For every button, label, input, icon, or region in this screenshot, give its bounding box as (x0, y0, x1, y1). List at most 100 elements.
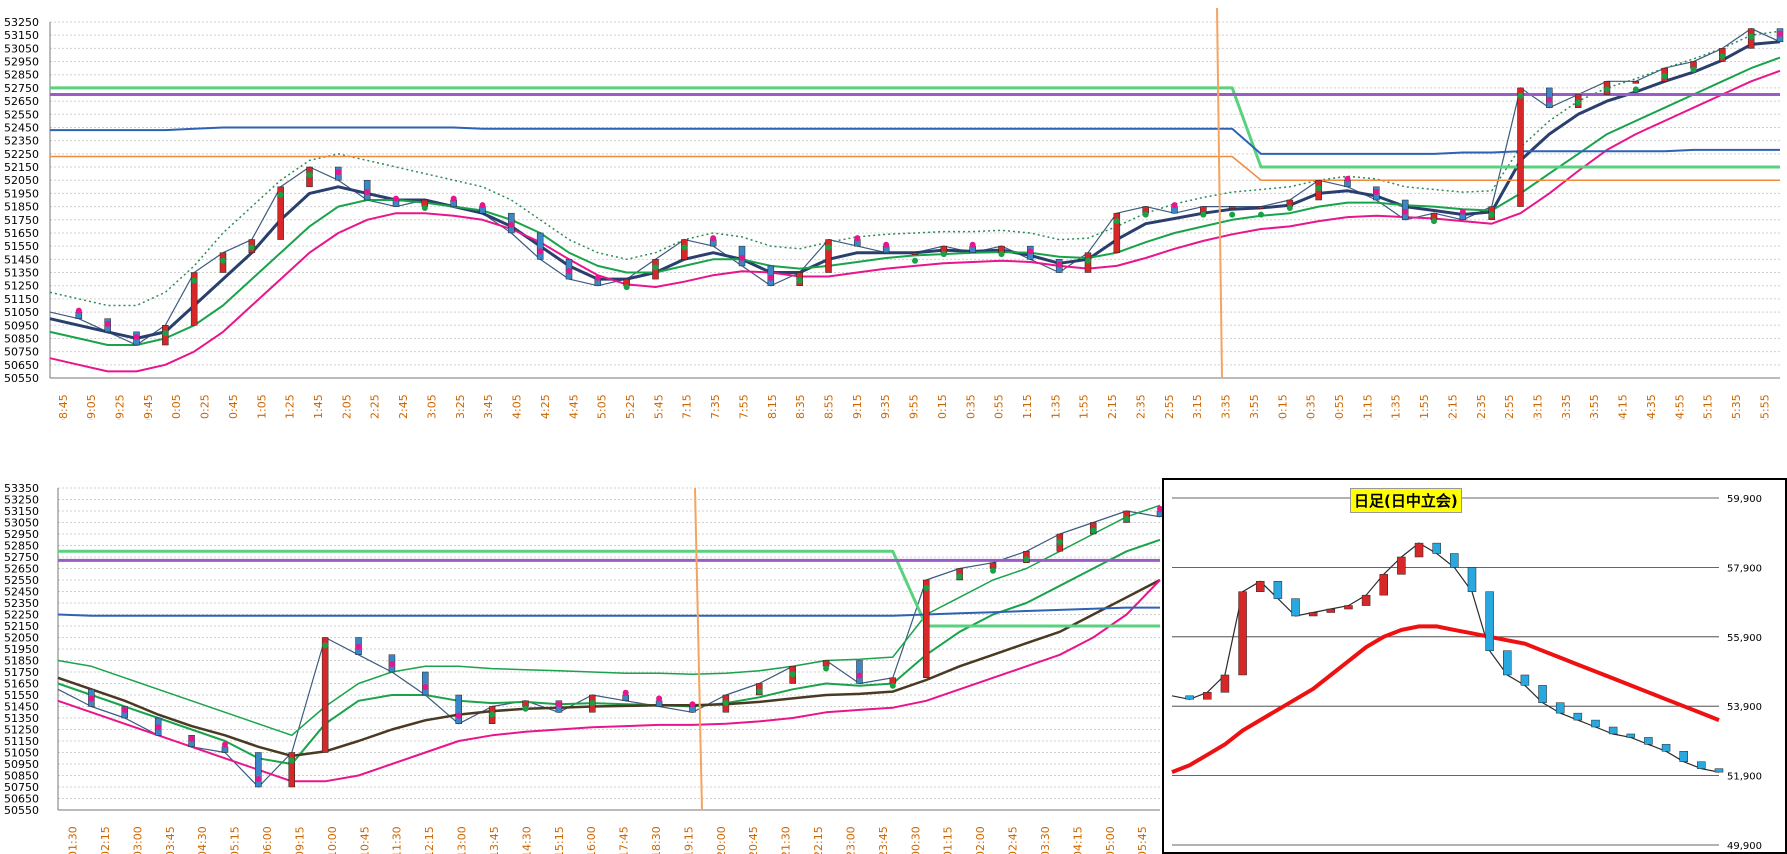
bot-x-tick-label: 02:45 (1007, 826, 1020, 854)
top-x-tick-label: 01:35 (1390, 394, 1403, 420)
top-series-line-8 (50, 155, 1780, 181)
top-x-tick-label: 04:55 (1673, 394, 1686, 420)
bot-candle (221, 746, 229, 753)
top-x-tick-label: 23:35 (1220, 394, 1233, 420)
top-session-divider (1216, 7, 1223, 379)
bot-signal-dot (422, 684, 429, 690)
top-candle (825, 239, 832, 273)
bot-y-tick-label: 53050 (4, 517, 39, 530)
bot-signal-dot (155, 724, 162, 731)
bot-x-tick-label: 11:30 (391, 826, 404, 854)
top-y-tick-label: 52150 (4, 161, 39, 174)
top-signal-dot (133, 334, 140, 341)
bot-y-tick-label: 52550 (4, 574, 39, 587)
top-x-tick-label: 01:15 (1361, 394, 1374, 420)
top-x-tick-label: 01:55 (1418, 394, 1431, 420)
top-signal-dot (220, 257, 226, 264)
top-y-tick-label: 52850 (4, 69, 39, 82)
bot-signal-dot (956, 573, 963, 580)
top-x-tick-label: 17:15 (681, 394, 694, 420)
top-signal-dot (652, 264, 659, 271)
bot-series-line-7 (57, 606, 1160, 617)
bot-y-tick-label: 52350 (4, 597, 39, 610)
top-y-tick-label: 52450 (4, 121, 39, 134)
bot-x-tick-label: 18:30 (650, 826, 663, 854)
bot-y-tick-label: 50550 (4, 804, 39, 817)
bot-y-tick-label: 51150 (4, 735, 39, 748)
top-signal-dot (479, 202, 486, 209)
daily-series-line-0 (1171, 542, 1720, 773)
daily-candle (1450, 553, 1459, 568)
top-signal-dot (1085, 257, 1091, 264)
bot-y-tick-label: 50850 (4, 770, 39, 783)
bot-y-tick-label: 50750 (4, 781, 39, 794)
bot-signal-dot (322, 642, 329, 649)
bot-candle (321, 637, 329, 753)
top-signal-dot (162, 330, 169, 337)
top-signal-dot (1546, 96, 1553, 103)
bot-signal-dot (722, 700, 729, 706)
bot-series-line-5 (58, 549, 1160, 628)
intraday-15min-svg: 5335053250531505305052950528505275052650… (4, 482, 1162, 854)
top-candle (911, 252, 919, 255)
bot-y-tick-label: 51750 (4, 666, 39, 679)
bot-x-tick-label: 20:45 (747, 826, 760, 854)
bot-signal-dot (789, 671, 796, 678)
daily-candle (1520, 674, 1530, 686)
daily-candle (1503, 650, 1512, 676)
bot-y-tick-label: 51350 (4, 712, 39, 725)
top-x-tick-label: 12:45 (397, 394, 410, 420)
daily-candle (1414, 542, 1424, 558)
top-series-line-7 (50, 126, 1780, 155)
top-y-tick-label: 51650 (4, 227, 39, 240)
bot-y-tick-label: 52150 (4, 620, 39, 633)
bot-signal-dot (589, 700, 596, 706)
bot-x-tick-label: 19:15 (682, 826, 695, 854)
bot-x-tick-label: 10:45 (358, 826, 371, 854)
bot-y-tick-label: 53250 (4, 494, 39, 507)
top-x-tick-label: 20:35 (964, 394, 977, 420)
top-x-tick-label: 19:35 (879, 394, 892, 420)
top-x-tick-label: 14:25 (539, 394, 552, 420)
top-y-tick-label: 50650 (4, 359, 39, 372)
top-signal-dot (1632, 86, 1639, 93)
bot-signal-dot (221, 741, 228, 748)
daily-candle (1203, 692, 1212, 700)
top-x-tick-label: 18:35 (794, 394, 807, 420)
bot-series-line-3 (57, 504, 1161, 737)
top-signal-dot (998, 251, 1005, 258)
top-signal-dot (1748, 33, 1755, 40)
top-x-tick-label: 22:35 (1134, 394, 1147, 420)
top-x-tick-label: 13:25 (454, 394, 467, 420)
top-x-tick-label: 02:55 (1503, 394, 1516, 420)
top-signal-dot (75, 307, 82, 314)
bot-candle (822, 660, 830, 667)
daily-candle (1291, 598, 1300, 617)
top-x-tick-label: 18:15 (766, 394, 779, 420)
top-y-tick-label: 51150 (4, 293, 39, 306)
daily-candle (1397, 556, 1406, 575)
bot-x-tick-label: 00:30 (909, 826, 922, 854)
top-signal-dot (508, 221, 515, 228)
bot-y-tick-label: 52750 (4, 551, 39, 564)
bot-x-tick-label: 02:15 (99, 826, 112, 854)
bot-session-divider (694, 487, 703, 811)
top-signal-dot (1575, 99, 1582, 106)
bot-candle (655, 700, 663, 707)
bot-x-tick-label: 05:45 (1136, 826, 1149, 854)
bot-candle (889, 677, 897, 684)
top-signal-dot (1171, 202, 1178, 209)
top-signal-dot (1142, 211, 1149, 218)
top-signal-dot (1604, 86, 1610, 93)
bot-x-tick-label: 03:45 (164, 826, 177, 854)
top-y-tick-label: 51350 (4, 267, 39, 280)
daily-y-tick-label: 53,900 (1727, 702, 1762, 713)
top-x-tick-label: 13:45 (482, 394, 495, 420)
daily-candle (1485, 591, 1494, 651)
bot-x-tick-label: 13:45 (488, 826, 501, 854)
top-y-tick-label: 52550 (4, 108, 39, 121)
bot-signal-dot (121, 707, 128, 713)
top-signal-dot (1459, 208, 1466, 215)
top-y-tick-label: 52650 (4, 95, 39, 108)
top-y-tick-label: 51250 (4, 280, 39, 293)
